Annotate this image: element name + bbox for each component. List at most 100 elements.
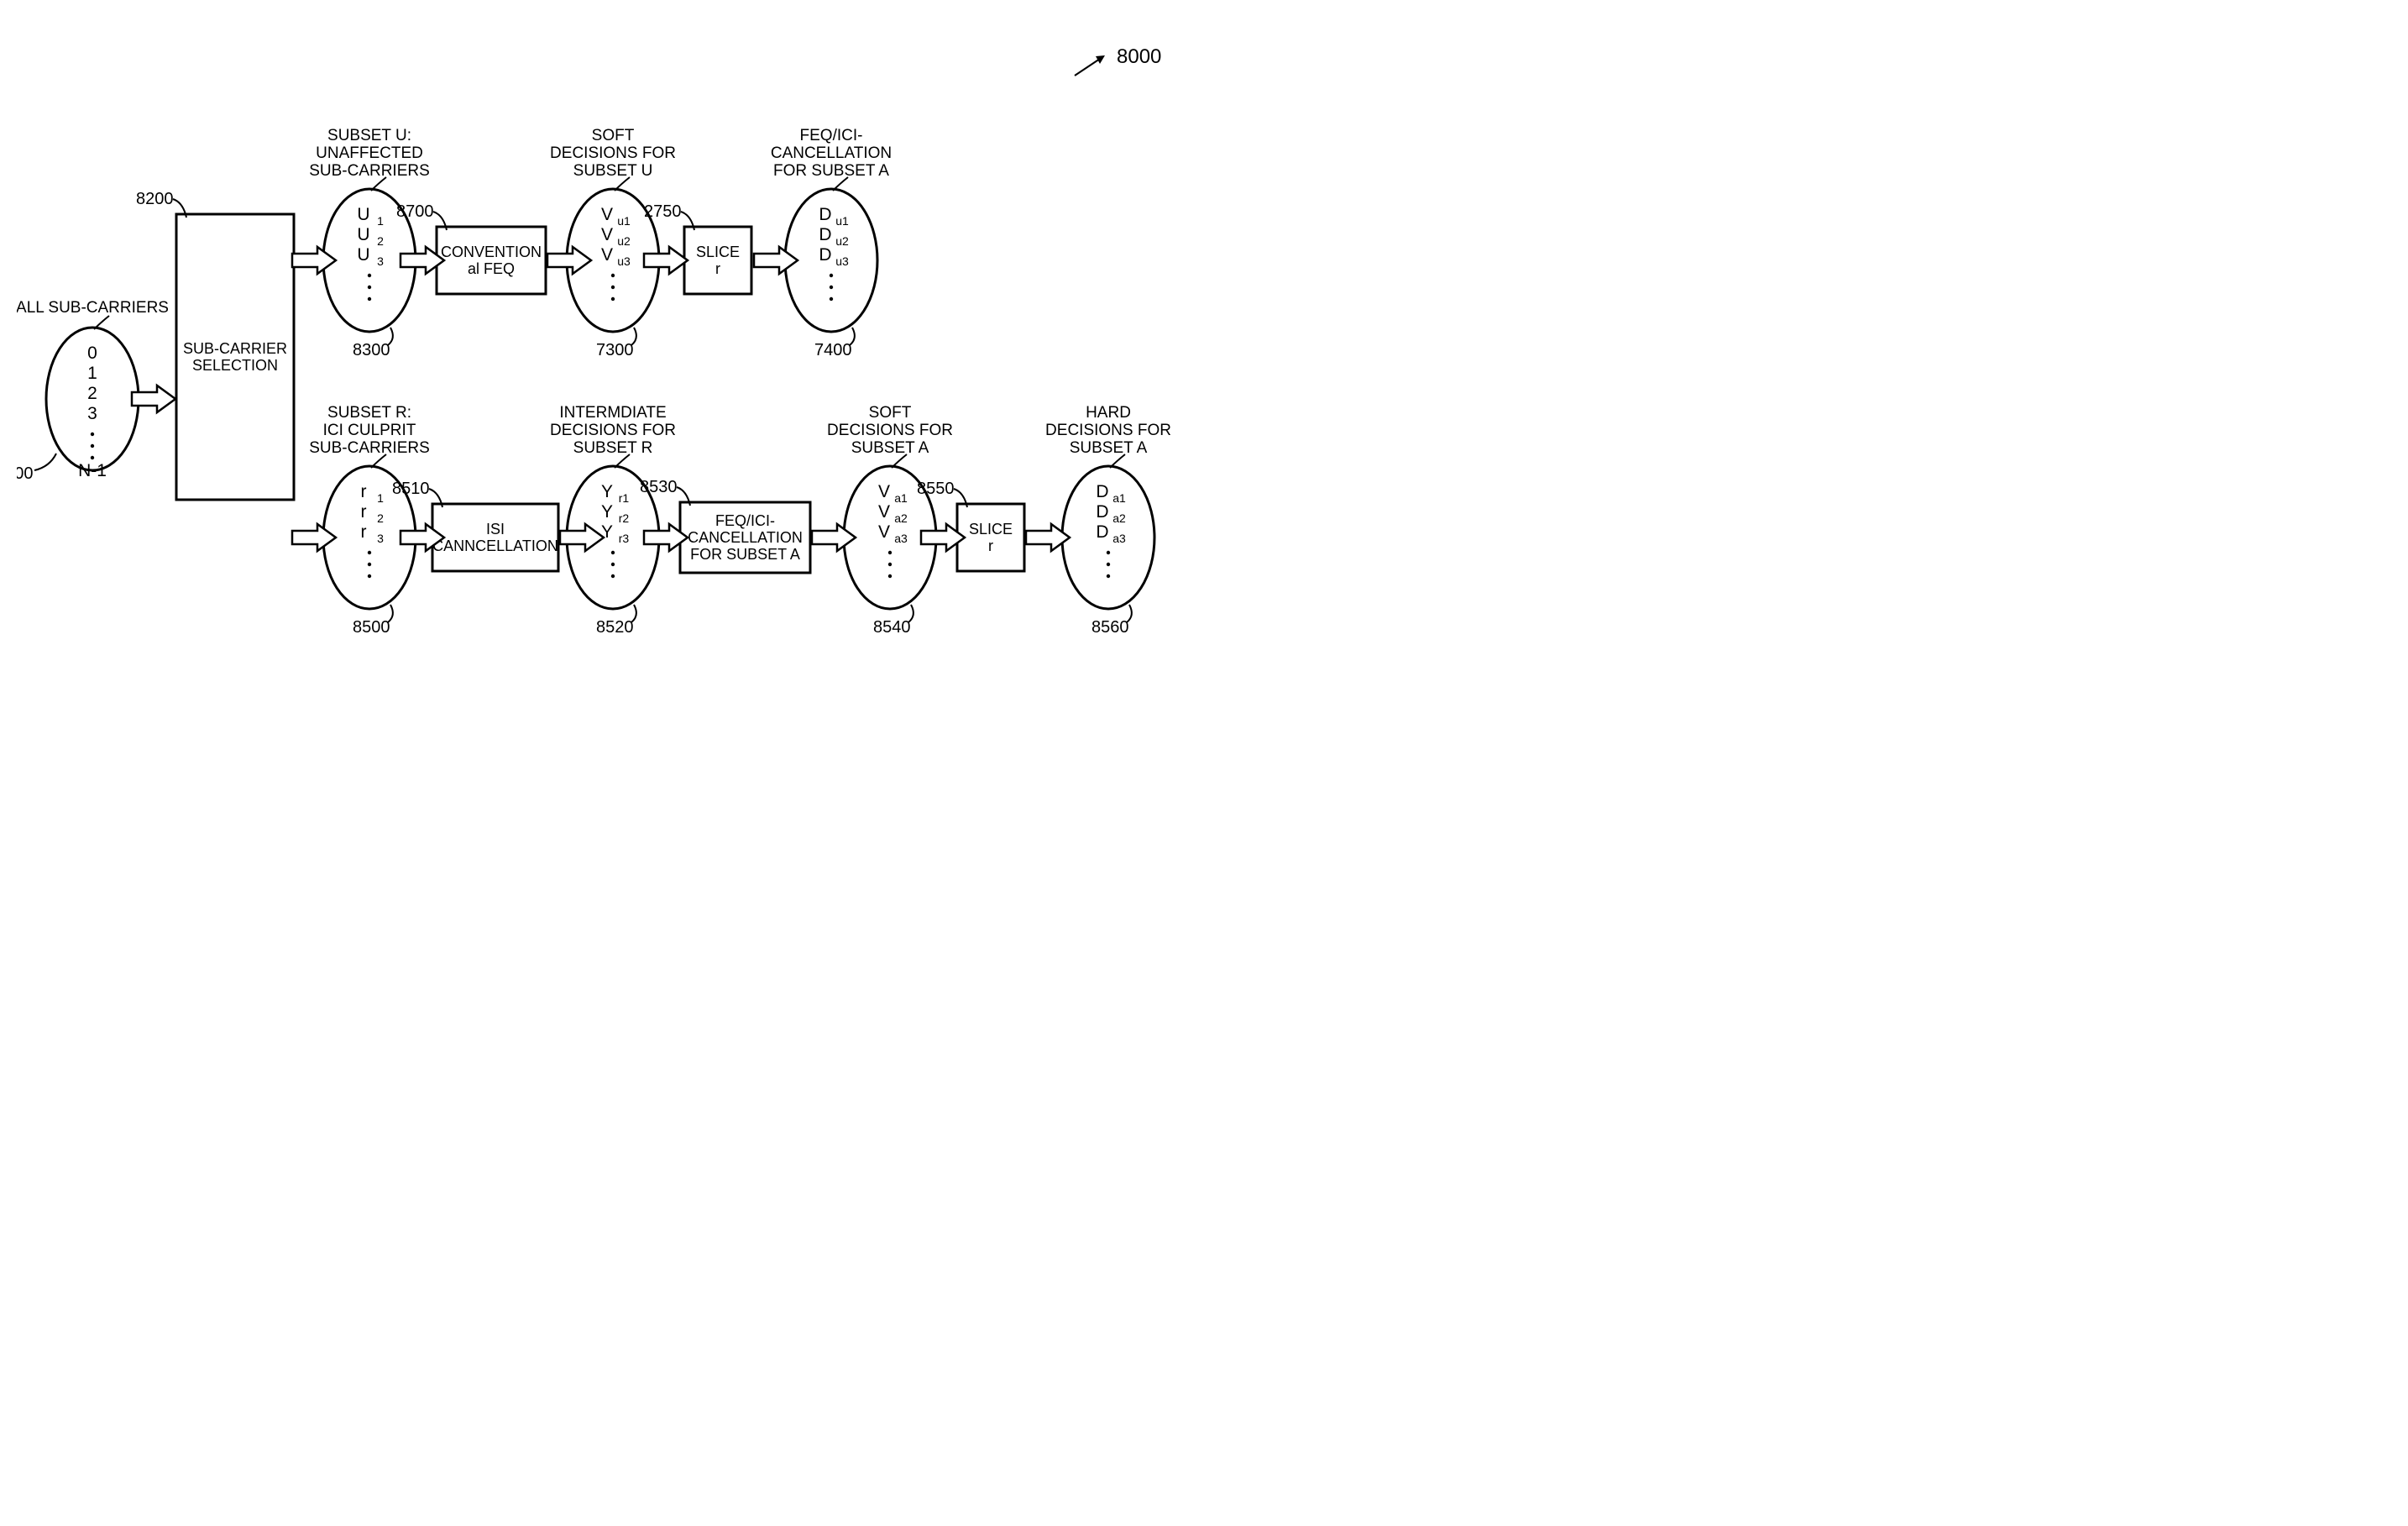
figure-ref-arrow [1075, 55, 1105, 76]
block-line-1: al FEQ [468, 260, 515, 277]
ellipse-ref: 7400 [814, 341, 852, 359]
ellipse-item-1: r [361, 502, 367, 522]
ellipse-ref: 8540 [873, 618, 911, 637]
ellipse-item-2: U [357, 245, 369, 265]
ellipse-title-2: SUBSET A [851, 439, 929, 457]
ellipse-title-1: DECISIONS FOR [827, 422, 953, 439]
ellipse-sub-0: 1 [377, 214, 384, 228]
ellipse-sub-0: r1 [619, 491, 630, 505]
figure-ref: 8000 [1117, 45, 1161, 68]
block-line-0: SUB-CARRIER [183, 340, 287, 357]
ellipse-title-2: SUBSET A [1070, 439, 1148, 457]
ellipse-sub-0: u1 [835, 214, 849, 228]
ref-leader [34, 454, 56, 470]
ellipse-item-2: D [1096, 522, 1108, 542]
ellipse-last: N-1 [78, 461, 107, 480]
ellipse-title-0: FEQ/ICI- [800, 127, 863, 144]
ellipse-softA: SOFTDECISIONS FORSUBSET A Va1 Va2 Va3 8540 [827, 404, 953, 637]
ellipse-ref: 8300 [353, 341, 390, 359]
block-line-2: FOR SUBSET A [690, 546, 800, 563]
block-line-1: r [715, 260, 720, 277]
ellipse-item-1: D [819, 225, 831, 244]
ellipse-sub-1: 2 [377, 234, 384, 248]
ellipse-item-0: r [361, 482, 367, 501]
ellipse-title-1: ICI CULPRIT [323, 422, 416, 439]
ellipse-title: ALL SUB-CARRIERS [17, 299, 169, 317]
block-line-1: r [988, 538, 993, 554]
block-line-0: SLICE [969, 521, 1013, 538]
ellipse-ref: 8500 [353, 618, 390, 637]
ellipse-item-0: V [878, 482, 890, 501]
block-ref: 8550 [917, 480, 955, 498]
ellipse-item-1: 1 [87, 364, 97, 383]
ellipse-sub-1: u2 [835, 234, 849, 248]
block-feqIciA: FEQ/ICI-CANCELLATIONFOR SUBSET A 8530 [640, 478, 810, 573]
block-line-1: CANCELLATION [688, 529, 803, 546]
ellipse-softU: SOFTDECISIONS FORSUBSET UVu1Vu2Vu37300 [550, 127, 676, 359]
ellipse-item-2: D [819, 245, 831, 265]
ellipse-sub-1: 2 [377, 511, 384, 525]
ellipse-item-1: U [357, 225, 369, 244]
ellipse-title-2: SUB-CARRIERS [309, 162, 430, 180]
ellipse-subsetU_in: SUBSET U:UNAFFECTEDSUB-CARRIERSU1U2U3830… [309, 127, 430, 359]
ellipse-intermR: INTERMDIATEDECISIONS FORSUBSET RYr1Yr2Yr… [550, 404, 676, 637]
ellipse-title-0: SOFT [592, 127, 635, 144]
ellipse-title-0: SUBSET U: [327, 127, 411, 144]
ellipse-item-0: 0 [87, 343, 97, 363]
block-ref: 8530 [640, 478, 678, 496]
ellipse-feqIci_out: FEQ/ICI-CANCELLATIONFOR SUBSET ADu1Du2Du… [771, 127, 892, 359]
ellipse-sub-1: u2 [617, 234, 631, 248]
ellipse-sub-0: 1 [377, 491, 384, 505]
ellipse-title-1: DECISIONS FOR [550, 422, 676, 439]
ellipse-title-2: FOR SUBSET A [773, 162, 889, 180]
ellipse-title-1: DECISIONS FOR [1045, 422, 1171, 439]
ellipse-title-0: SUBSET R: [327, 404, 411, 422]
block-ref: 2750 [644, 202, 682, 221]
ellipse-sub-2: r3 [619, 532, 630, 545]
ellipse-item-2: V [601, 245, 613, 265]
ellipse-item-1: V [601, 225, 613, 244]
ellipse-title-1: DECISIONS FOR [550, 144, 676, 162]
ellipse-sub-2: 3 [377, 254, 384, 268]
ellipse-item-1: V [878, 502, 890, 522]
block-line-1: SELECTION [192, 357, 278, 374]
ellipse-item-1: Y [601, 502, 613, 522]
block-ref: 8510 [392, 480, 430, 498]
ellipse-item-2: 2 [87, 384, 97, 403]
block-line-0: CONVENTION [441, 244, 542, 260]
ellipse-title-0: SOFT [869, 404, 912, 422]
block-line-0: ISI [486, 521, 505, 538]
title-leader [94, 316, 109, 329]
ellipse-item-0: V [601, 205, 613, 224]
ellipse-sub-1: a2 [894, 511, 908, 525]
ellipse-title-2: SUB-CARRIERS [309, 439, 430, 457]
block-convFEQ: CONVENTIONal FEQ 8700 [396, 202, 546, 294]
ellipse-item-2: r [361, 522, 367, 542]
block-sliceU: SLICEr 2750 [644, 202, 751, 294]
ellipse-title-0: HARD [1086, 404, 1131, 422]
block-line-0: FEQ/ICI- [715, 512, 775, 529]
ellipse-sub-2: 3 [377, 532, 384, 545]
ellipse-sub-0: a1 [894, 491, 908, 505]
ellipse-sub-2: u3 [835, 254, 849, 268]
ellipse-title-2: SUBSET R [573, 439, 653, 457]
block-selection: SUB-CARRIERSELECTION8200 [136, 190, 294, 500]
ellipse-item-3: 3 [87, 404, 97, 423]
block-isiCancel: ISICANNCELLATION 8510 [392, 480, 558, 571]
ellipse-item-0: D [1096, 482, 1108, 501]
ellipse-item-1: D [1096, 502, 1108, 522]
ellipse-item-2: V [878, 522, 890, 542]
ellipse-ref: 8100 [17, 464, 34, 483]
block-line-1: CANNCELLATION [432, 538, 558, 554]
ellipse-title-2: SUBSET U [573, 162, 653, 180]
ellipse-sub-2: a3 [894, 532, 908, 545]
block-ref: 8700 [396, 202, 434, 221]
ellipse-sub-0: a1 [1112, 491, 1126, 505]
ellipse-title-1: UNAFFECTED [316, 144, 423, 162]
ellipse-subsetR_in: SUBSET R:ICI CULPRITSUB-CARRIERSr1r2r385… [309, 404, 430, 637]
ellipse-item-0: Y [601, 482, 613, 501]
ellipse-hardA: HARDDECISIONS FORSUBSET ADa1Da2Da38560 [1045, 404, 1171, 637]
block-line-0: SLICE [696, 244, 740, 260]
ellipse-title-1: CANCELLATION [771, 144, 892, 162]
ellipse-item-0: U [357, 205, 369, 224]
